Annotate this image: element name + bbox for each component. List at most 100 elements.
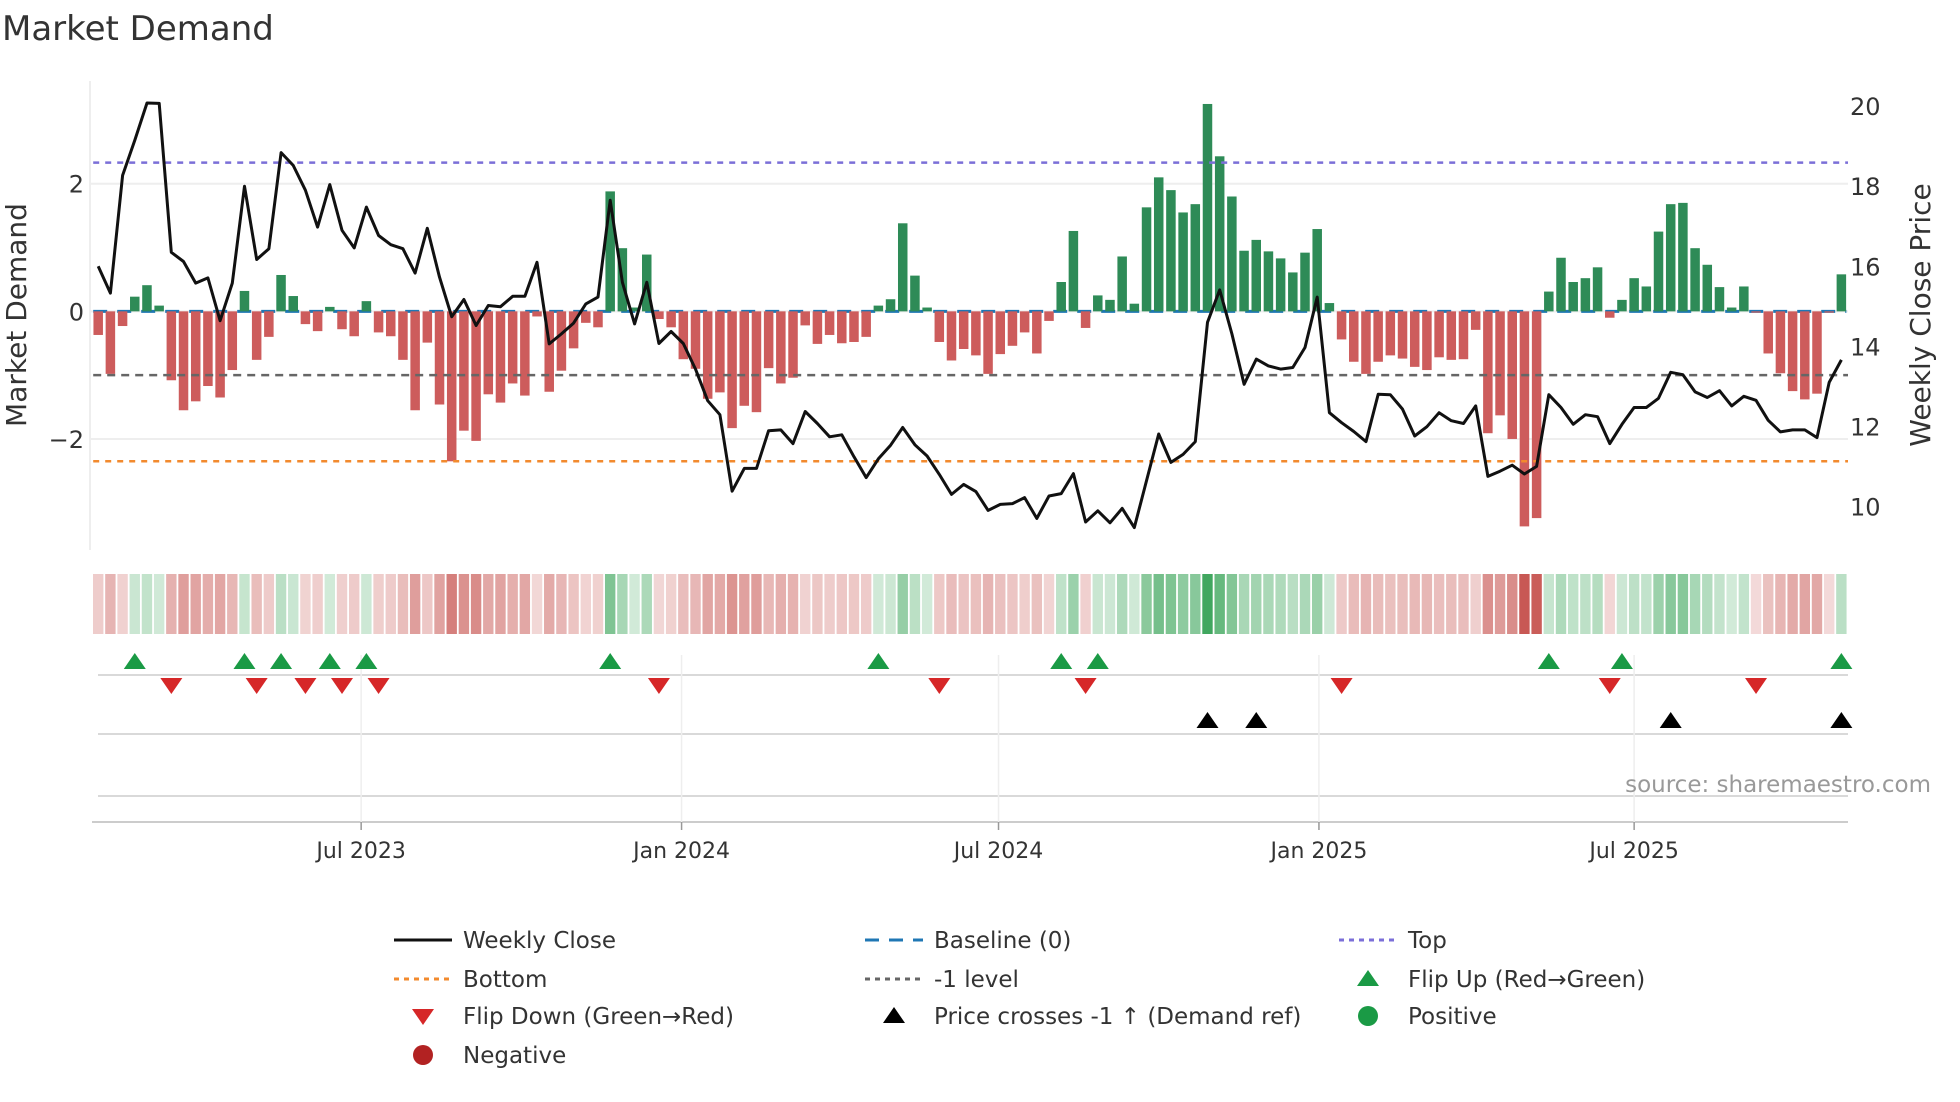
demand-heat-cell bbox=[1494, 574, 1506, 634]
demand-heat-cell bbox=[995, 574, 1006, 634]
demand-heat-cell bbox=[153, 574, 165, 634]
demand-heat-cell bbox=[1531, 574, 1542, 634]
demand-heat-cell bbox=[1007, 574, 1018, 634]
demand-heat-cell bbox=[982, 574, 994, 634]
demand-bar-negative bbox=[349, 311, 359, 337]
demand-bar-negative bbox=[520, 311, 530, 396]
demand-heat-cell bbox=[507, 574, 518, 634]
demand-bar-negative bbox=[398, 311, 408, 360]
demand-bar-positive bbox=[142, 285, 152, 312]
demand-heat-cell bbox=[1397, 574, 1408, 634]
flip-up-marker bbox=[233, 653, 256, 669]
demand-heat-cell bbox=[897, 574, 908, 634]
demand-bar-positive bbox=[1288, 272, 1298, 312]
demand-heat-cell bbox=[385, 574, 396, 634]
demand-heat-cell bbox=[641, 574, 652, 634]
demand-heat-cell bbox=[1104, 574, 1116, 634]
legend-label: Negative bbox=[463, 1043, 566, 1069]
demand-bar-positive bbox=[1141, 207, 1152, 312]
demand-heat-cell bbox=[921, 574, 933, 634]
demand-heat-cell bbox=[1726, 574, 1737, 634]
demand-heat-cell bbox=[129, 574, 140, 634]
demand-bar-positive bbox=[1202, 103, 1213, 312]
demand-heat-cell bbox=[1628, 574, 1640, 634]
demand-heat-cell bbox=[166, 574, 177, 634]
legend-item-cross: Price crosses -1 ↑ (Demand ref) bbox=[883, 1004, 1301, 1030]
flip-up-marker bbox=[867, 653, 890, 669]
flip-down-marker bbox=[294, 678, 317, 694]
demand-bar-negative bbox=[312, 311, 323, 332]
demand-bar-positive bbox=[154, 305, 164, 312]
demand-heat-cell bbox=[1287, 574, 1299, 634]
demand-bar-negative bbox=[934, 311, 945, 342]
demand-heat-cell bbox=[1470, 574, 1481, 634]
legend-label: Weekly Close bbox=[463, 928, 616, 954]
legend-label: Top bbox=[1407, 928, 1447, 954]
x-tick-label: Jul 2023 bbox=[314, 839, 406, 864]
legend-item-price: Weekly Close bbox=[394, 928, 616, 954]
demand-heat-cell bbox=[544, 574, 555, 634]
demand-bar-negative bbox=[1336, 311, 1347, 340]
demand-heat-cell bbox=[1616, 574, 1628, 634]
demand-heat-cell bbox=[1689, 574, 1701, 634]
flip-down-marker bbox=[160, 678, 183, 694]
demand-bar-positive bbox=[1153, 177, 1164, 312]
legend-item-minus-one: -1 level bbox=[865, 967, 1019, 993]
demand-bar-negative bbox=[1763, 311, 1773, 354]
demand-heat-cell bbox=[556, 574, 567, 634]
demand-bar-negative bbox=[1032, 311, 1042, 354]
demand-bar-negative bbox=[544, 311, 554, 392]
demand-bar-negative bbox=[1800, 311, 1810, 400]
flip-down-marker bbox=[928, 678, 951, 694]
demand-heat-cell bbox=[1458, 574, 1469, 634]
demand-bar-negative bbox=[763, 311, 774, 369]
demand-bar-negative bbox=[715, 311, 725, 393]
demand-heat-cell bbox=[1324, 574, 1335, 634]
demand-bar-negative bbox=[727, 311, 737, 429]
flip-down-marker bbox=[1330, 678, 1353, 694]
demand-heat-cell bbox=[678, 574, 689, 634]
demand-bar-negative bbox=[983, 311, 993, 374]
demand-bar-negative bbox=[178, 311, 189, 411]
source-label: source: sharemaestro.com bbox=[1625, 772, 1931, 798]
demand-heat-cell bbox=[227, 574, 238, 634]
demand-heat-cell bbox=[1580, 574, 1591, 634]
demand-bar-positive bbox=[1117, 256, 1127, 312]
demand-bar-negative bbox=[386, 311, 396, 337]
demand-heat-cell bbox=[934, 574, 945, 634]
demand-heat-cell bbox=[568, 574, 579, 634]
y-tick-label: 2 bbox=[69, 171, 84, 199]
demand-heat-cell bbox=[1336, 574, 1347, 634]
legend-label: Flip Up (Red→Green) bbox=[1408, 967, 1645, 993]
legend-item-top: Top bbox=[1339, 928, 1447, 954]
demand-heat-cell bbox=[1604, 574, 1615, 634]
demand-heat-cell bbox=[1677, 574, 1689, 634]
demand-bar-positive bbox=[885, 299, 896, 312]
demand-bar-negative bbox=[1044, 311, 1054, 321]
demand-heat-cell bbox=[1214, 574, 1225, 634]
flip-up-marker bbox=[1086, 653, 1109, 669]
demand-bar-negative bbox=[958, 311, 969, 349]
flip-up-marker bbox=[123, 653, 146, 669]
demand-bar-positive bbox=[1678, 202, 1688, 312]
x-tick-label: Jul 2025 bbox=[1587, 839, 1679, 864]
demand-bar-positive bbox=[1641, 286, 1652, 312]
demand-heat-cell bbox=[1433, 574, 1445, 634]
demand-heat-cell bbox=[580, 574, 591, 634]
demand-bar-negative bbox=[654, 311, 664, 320]
demand-heat-cell bbox=[458, 574, 470, 634]
demand-bar-positive bbox=[1190, 204, 1201, 312]
flip-down-marker bbox=[1074, 678, 1097, 694]
demand-heat-cell bbox=[483, 574, 494, 634]
demand-bar-negative bbox=[800, 311, 810, 326]
demand-heat-cell bbox=[690, 574, 701, 634]
demand-bar-negative bbox=[459, 311, 469, 431]
y2-tick-label: 18 bbox=[1850, 173, 1881, 201]
demand-heat-cell bbox=[800, 574, 811, 634]
demand-heat-cell bbox=[1482, 574, 1494, 634]
demand-bar-negative bbox=[837, 311, 847, 344]
demand-bar-negative bbox=[1458, 311, 1469, 360]
demand-bar-negative bbox=[776, 311, 786, 384]
demand-bar-positive bbox=[1275, 258, 1286, 312]
demand-heat-cell bbox=[531, 574, 543, 634]
